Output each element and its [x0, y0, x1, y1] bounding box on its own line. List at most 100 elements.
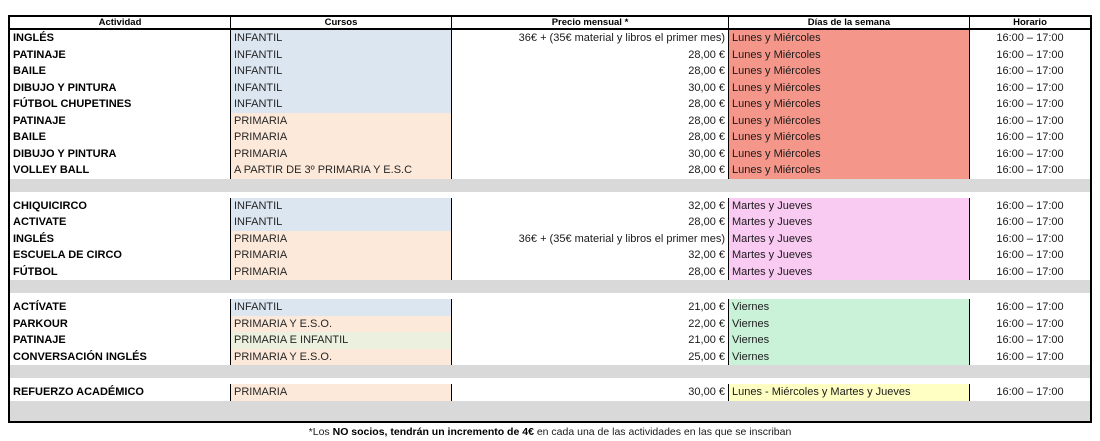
- curso-cell: INFANTIL: [231, 63, 452, 80]
- price-cell: 28,00 €: [452, 96, 729, 113]
- spacer-row: [10, 378, 1090, 384]
- time-cell: 16:00 – 17:00: [996, 147, 1064, 160]
- activity-cell: CHIQUICIRCO: [10, 197, 231, 214]
- separator-row: [10, 280, 1090, 293]
- price-cell: 32,00 €: [452, 247, 729, 264]
- price-cell: 28,00 €: [452, 129, 729, 146]
- curso-cell: PRIMARIA Y E.S.O.: [231, 348, 452, 365]
- table-row: ESCUELA DE CIRCO PRIMARIA 32,00 € Martes y …: [10, 247, 1090, 264]
- days-cell: Lunes y Miércoles: [729, 79, 970, 96]
- table-row: DIBUJO Y PINTURA INFANTIL 30,00 € Lunes y M…: [10, 79, 1090, 96]
- price-cell: 28,00 €: [452, 112, 729, 129]
- separator-row: [10, 178, 1090, 192]
- curso-cell: INFANTIL: [231, 214, 452, 231]
- price-cell: 28,00 €: [452, 46, 729, 63]
- activity-cell: DIBUJO Y PINTURA: [10, 145, 231, 162]
- activity-cell: INGLÉS: [10, 230, 231, 247]
- price-cell: 28,00 €: [452, 162, 729, 179]
- activity-cell: INGLÉS: [10, 30, 231, 47]
- table-row: PATINAJE INFANTIL 28,00 € Lunes y Miércoles…: [10, 46, 1090, 63]
- curso-cell: PRIMARIA: [231, 129, 452, 146]
- table-row: FÚTBOL PRIMARIA 28,00 € Martes y Jueves 16:0…: [10, 263, 1090, 280]
- price-cell: 36€ + (35€ material y libros el primer m…: [452, 30, 729, 47]
- curso-cell: PRIMARIA: [231, 112, 452, 129]
- activity-cell: FÚTBOL: [10, 263, 231, 280]
- time-cell: 16:00 – 17:00: [996, 114, 1064, 127]
- time-cell: 16:00 – 17:00: [996, 48, 1064, 61]
- curso-cell: PRIMARIA: [231, 247, 452, 264]
- activity-cell: FÚTBOL CHUPETINES: [10, 96, 231, 113]
- time-cell: 16:00 – 17:00: [996, 98, 1064, 110]
- curso-cell: PRIMARIA: [231, 145, 452, 162]
- time-cell: 16:00 – 17:00: [996, 386, 1064, 398]
- days-cell: Lunes y Miércoles: [729, 46, 970, 63]
- time-cell: 16:00 – 17:00: [996, 65, 1064, 77]
- days-cell: Viernes: [729, 315, 970, 332]
- curso-cell: PRIMARIA: [231, 230, 452, 247]
- price-cell: 30,00 €: [452, 384, 729, 401]
- time-cell: 16:00 – 17:00: [996, 350, 1064, 363]
- table-header-row: Actividad Cursos Precio mensual * Días d…: [10, 17, 1090, 30]
- table-row: INGLÉS INFANTIL 36€ + (35€ material y libr…: [10, 30, 1090, 47]
- activity-cell: BAILE: [10, 63, 231, 80]
- price-cell: 21,00 €: [452, 299, 729, 316]
- days-cell: Lunes y Miércoles: [729, 30, 970, 47]
- curso-cell: PRIMARIA E INFANTIL: [231, 332, 452, 349]
- header-cursos: Cursos: [231, 17, 452, 28]
- header-precio-mensual: Precio mensual *: [452, 17, 729, 28]
- activity-cell: PATINAJE: [10, 46, 231, 63]
- curso-cell: INFANTIL: [231, 46, 452, 63]
- activity-cell: PARKOUR: [10, 315, 231, 332]
- footnote-bold-text: NO socios, tendrán un incremento de 4€: [332, 426, 534, 438]
- curso-cell: INFANTIL: [231, 197, 452, 214]
- price-cell: 25,00 €: [452, 348, 729, 365]
- table-row: REFUERZO ACADÉMICO PRIMARIA 30,00 € Lunes -…: [10, 384, 1090, 401]
- table-row: VOLLEY BALL A PARTIR DE 3º PRIMARIA Y E.S…: [10, 162, 1090, 179]
- header-actividad: Actividad: [10, 17, 231, 28]
- time-cell: 16:00 – 17:00: [996, 232, 1064, 245]
- days-cell: Lunes y Miércoles: [729, 162, 970, 179]
- days-cell: Martes y Jueves: [729, 230, 970, 247]
- header-dias-semana: Días de la semana: [729, 17, 970, 28]
- activity-cell: BAILE: [10, 129, 231, 146]
- table-row: BAILE PRIMARIA 28,00 € Lunes y Miércoles 16:…: [10, 129, 1090, 146]
- table-row: CHIQUICIRCO INFANTIL 32,00 € Martes y Jueve…: [10, 197, 1090, 214]
- activity-cell: REFUERZO ACADÉMICO: [10, 384, 231, 401]
- curso-cell: A PARTIR DE 3º PRIMARIA Y E.S.C: [231, 162, 452, 179]
- time-cell: 16:00 – 17:00: [996, 265, 1064, 278]
- curso-cell: INFANTIL: [231, 79, 452, 96]
- table-row: FÚTBOL CHUPETINES INFANTIL 28,00 € Lunes y …: [10, 96, 1090, 113]
- activity-cell: VOLLEY BALL: [10, 162, 231, 179]
- footnote-suffix: en cada una de las actividades en las qu…: [533, 426, 792, 438]
- price-cell: 28,00 €: [452, 263, 729, 280]
- time-cell: 16:00 – 17:00: [996, 334, 1064, 346]
- activity-cell: ESCUELA DE CIRCO: [10, 247, 231, 264]
- time-cell: 16:00 – 17:00: [996, 199, 1064, 212]
- days-cell: Martes y Jueves: [729, 197, 970, 214]
- days-cell: Lunes y Miércoles: [729, 96, 970, 113]
- table-row: PATINAJE PRIMARIA 28,00 € Lunes y Miércoles…: [10, 112, 1090, 129]
- bottom-separator-row: [10, 400, 1090, 421]
- time-cell: 16:00 – 17:00: [996, 249, 1064, 261]
- spacer-row: [10, 293, 1090, 299]
- table-row: PATINAJE PRIMARIA E INFANTIL 21,00 € Vierne…: [10, 332, 1090, 349]
- curso-cell: PRIMARIA Y E.S.O.: [231, 315, 452, 332]
- days-cell: Viernes: [729, 348, 970, 365]
- table-row: ACTIVATE INFANTIL 28,00 € Martes y Jueves 16…: [10, 214, 1090, 231]
- price-cell: 30,00 €: [452, 145, 729, 162]
- price-cell: 30,00 €: [452, 79, 729, 96]
- price-cell: 21,00 €: [452, 332, 729, 349]
- time-cell: 16:00 – 17:00: [996, 301, 1064, 313]
- activity-cell: ACTÍVATE: [10, 299, 231, 316]
- curso-cell: PRIMARIA: [231, 384, 452, 401]
- curso-cell: INFANTIL: [231, 96, 452, 113]
- table-row: ACTÍVATE INFANTIL 21,00 € Viernes 16:00 – 17…: [10, 299, 1090, 316]
- table-row: BAILE INFANTIL 28,00 € Lunes y Miércoles 16:…: [10, 63, 1090, 80]
- days-cell: Lunes y Miércoles: [729, 63, 970, 80]
- time-cell: 16:00 – 17:00: [996, 81, 1064, 94]
- days-cell: Lunes y Miércoles: [729, 129, 970, 146]
- time-cell: 16:00 – 17:00: [996, 131, 1064, 143]
- price-cell: 28,00 €: [452, 63, 729, 80]
- header-horario: Horario: [1013, 17, 1047, 28]
- price-cell: 32,00 €: [452, 197, 729, 214]
